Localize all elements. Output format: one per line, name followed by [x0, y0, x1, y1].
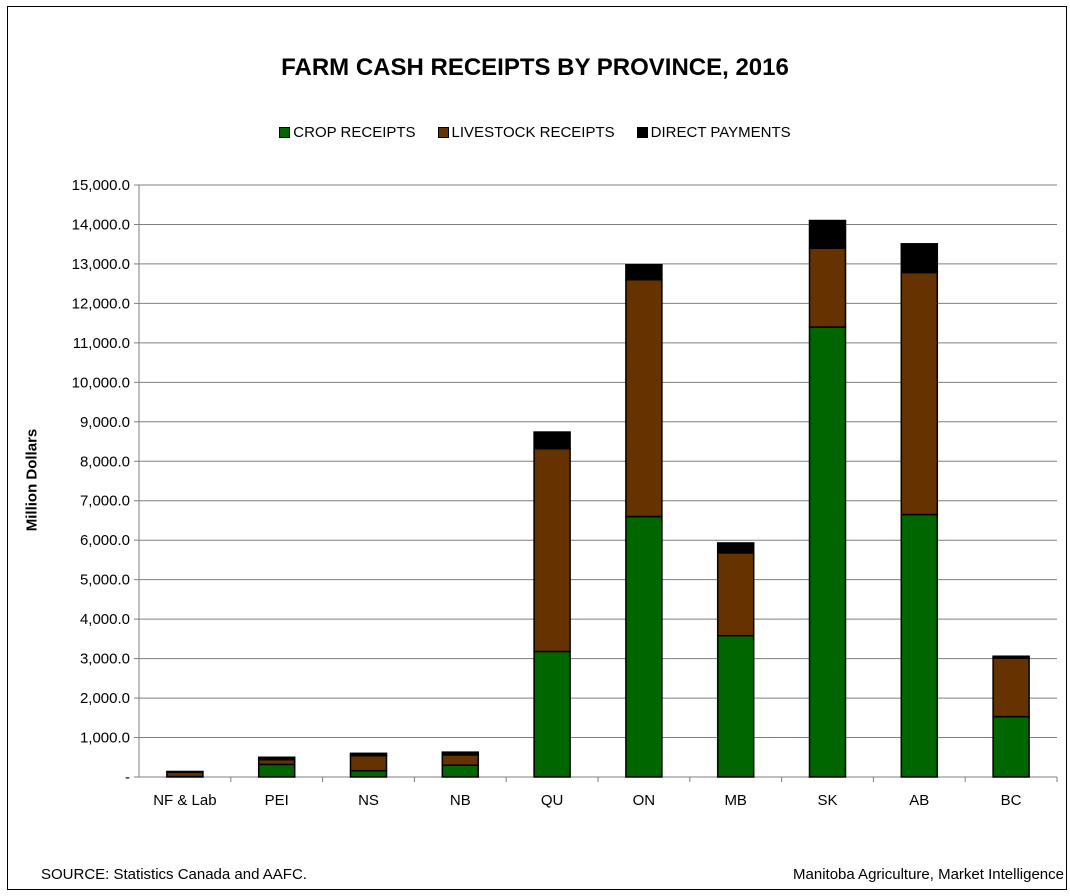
bar-segment-direct	[625, 263, 663, 281]
x-tick-label: PEI	[265, 792, 289, 809]
y-tick-label: 8,000.0	[80, 453, 130, 470]
y-tick-label: 5,000.0	[80, 572, 130, 589]
y-tick-label: 10,000.0	[72, 374, 130, 391]
legend-swatch-livestock	[437, 127, 449, 138]
chart-title: FARM CASH RECEIPTS BY PROVINCE, 2016	[281, 54, 789, 81]
chart-legend: CROP RECEIPTS LIVESTOCK RECEIPTS DIRECT …	[0, 124, 1070, 141]
source-note: SOURCE: Statistics Canada and AAFC.	[41, 866, 307, 883]
x-tick-label: MB	[724, 792, 747, 809]
bar-segment-direct	[166, 770, 204, 774]
x-tick-label: QU	[541, 792, 564, 809]
bar-segment-crop	[992, 715, 1030, 778]
x-tick-label: NF & Lab	[153, 792, 216, 809]
bar-segment-direct	[992, 655, 1030, 659]
legend-label-livestock: LIVESTOCK RECEIPTS	[451, 124, 615, 141]
bar-segment-crop	[441, 764, 480, 778]
x-tick-label: BC	[1001, 792, 1022, 809]
y-tick-label: 13,000.0	[72, 256, 130, 273]
bar-segment-crop	[808, 326, 847, 778]
bar-segment-crop	[625, 515, 663, 778]
bar-segment-direct	[257, 756, 296, 761]
x-tick-label: NS	[358, 792, 379, 809]
legend-swatch-direct	[636, 127, 648, 138]
x-tick-label: AB	[909, 792, 929, 809]
legend-label-crop: CROP RECEIPTS	[293, 124, 416, 141]
y-tick-label: 11,000.0	[73, 335, 130, 352]
y-tick-label: 1,000.0	[80, 730, 130, 747]
bar-segment-crop	[533, 650, 571, 778]
credit-note: Manitoba Agriculture, Market Intelligenc…	[793, 866, 1064, 883]
y-tick-label: -	[125, 769, 130, 786]
y-tick-label: 12,000.0	[72, 295, 130, 312]
bar-segment-livestock	[625, 278, 663, 518]
y-tick-label: 3,000.0	[80, 651, 130, 668]
bar-segment-crop	[716, 634, 755, 778]
y-tick-label: 9,000.0	[80, 414, 130, 431]
bar-segment-direct	[808, 219, 847, 249]
bar-segment-livestock	[808, 247, 847, 328]
bar-segment-livestock	[441, 754, 480, 766]
x-tick-label: ON	[633, 792, 656, 809]
y-tick-label: 14,000.0	[72, 216, 130, 233]
y-tick-label: 2,000.0	[80, 690, 130, 707]
y-tick-label: 6,000.0	[80, 532, 130, 549]
bar-segment-livestock	[900, 271, 939, 516]
legend-label-direct: DIRECT PAYMENTS	[650, 124, 791, 141]
x-tick-label: SK	[817, 792, 837, 809]
legend-item-direct: DIRECT PAYMENTS	[636, 124, 791, 141]
y-tick-label: 15,000.0	[72, 177, 130, 194]
bar-segment-crop	[349, 769, 388, 778]
bar-segment-crop	[257, 763, 296, 778]
bar-segment-direct	[900, 243, 939, 274]
bar-segment-livestock	[533, 447, 571, 653]
y-tick-label: 4,000.0	[80, 611, 130, 628]
bar-segment-livestock	[992, 657, 1030, 718]
bar-segment-direct	[349, 752, 388, 757]
x-tick-label: NB	[450, 792, 471, 809]
legend-item-livestock: LIVESTOCK RECEIPTS	[437, 124, 615, 141]
legend-item-crop: CROP RECEIPTS	[279, 124, 416, 141]
bar-segment-livestock	[716, 552, 755, 637]
bar-segment-livestock	[349, 754, 388, 772]
bar-segment-direct	[716, 542, 755, 554]
bar-segment-direct	[441, 751, 480, 756]
legend-swatch-crop	[279, 127, 291, 138]
bar-segment-direct	[533, 431, 571, 450]
bar-segment-crop	[900, 513, 939, 778]
y-tick-label: 7,000.0	[80, 493, 130, 510]
